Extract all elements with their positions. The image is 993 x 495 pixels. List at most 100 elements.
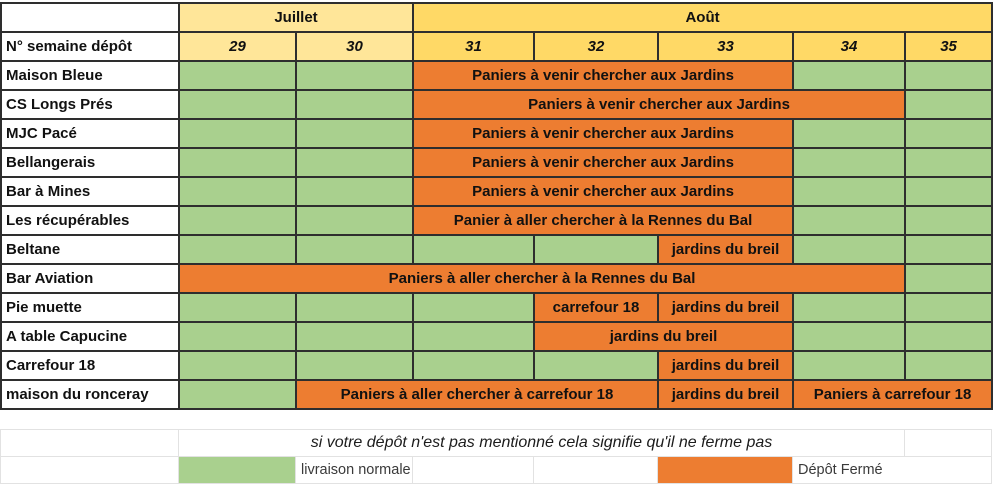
cell-open[interactable] — [294, 176, 415, 207]
month-header-juillet[interactable]: Juillet — [177, 2, 415, 33]
cell-open[interactable] — [904, 118, 993, 149]
cell-closed[interactable]: jardins du breil — [657, 292, 795, 323]
cell-closed[interactable]: Paniers à venir chercher aux Jardins — [412, 147, 795, 178]
cell-open[interactable] — [294, 118, 415, 149]
depot-label[interactable]: A table Capucine — [0, 321, 180, 352]
cell-open[interactable] — [904, 350, 993, 381]
depot-label[interactable]: Maison Bleue — [0, 60, 180, 91]
week-header-cell[interactable]: 33 — [657, 31, 795, 62]
cell-open[interactable] — [178, 60, 297, 91]
cell-open[interactable] — [792, 176, 907, 207]
cell-open[interactable] — [178, 234, 297, 265]
depot-label[interactable]: CS Longs Prés — [0, 89, 180, 120]
legend-label-closed[interactable]: Dépôt Fermé — [792, 456, 992, 484]
cell-open[interactable] — [178, 147, 297, 178]
cell-open[interactable] — [294, 205, 415, 236]
week-header-cell[interactable]: 30 — [294, 31, 415, 62]
depot-label[interactable]: Bellangerais — [0, 147, 180, 178]
cell-open[interactable] — [294, 321, 415, 352]
cell-open[interactable] — [412, 350, 536, 381]
cell-open[interactable] — [533, 234, 660, 265]
cell-closed[interactable]: Paniers à aller chercher à la Rennes du … — [177, 263, 907, 294]
empty-cell[interactable] — [1, 410, 992, 430]
cell-open[interactable] — [904, 60, 993, 91]
cell-open[interactable] — [412, 234, 536, 265]
legend-swatch-open[interactable] — [178, 456, 296, 484]
cell-closed[interactable]: Paniers à venir chercher aux Jardins — [412, 118, 795, 149]
depot-label[interactable]: Beltane — [0, 234, 180, 265]
cell-open[interactable] — [792, 60, 907, 91]
depot-label[interactable]: Bar à Mines — [0, 176, 180, 207]
legend-label-open[interactable]: livraison normale — [295, 456, 413, 484]
depot-label[interactable]: Pie muette — [0, 292, 180, 323]
cell-open[interactable] — [792, 205, 907, 236]
depot-label[interactable]: Carrefour 18 — [0, 350, 180, 381]
spacer-row — [1, 410, 992, 430]
cell-closed[interactable]: Panier à aller chercher à la Rennes du B… — [412, 205, 795, 236]
depot-label[interactable]: maison du ronceray — [0, 379, 180, 410]
cell-open[interactable] — [904, 234, 993, 265]
footer-note[interactable]: si votre dépôt n'est pas mentionné cela … — [178, 429, 905, 457]
corner-cell[interactable] — [0, 2, 180, 33]
footer-table: si votre dépôt n'est pas mentionné cela … — [0, 410, 992, 484]
cell-open[interactable] — [178, 292, 297, 323]
cell-open[interactable] — [178, 321, 297, 352]
cell-open[interactable] — [412, 321, 536, 352]
cell-open[interactable] — [178, 205, 297, 236]
cell-open[interactable] — [178, 118, 297, 149]
cell-open[interactable] — [904, 205, 993, 236]
cell-open[interactable] — [792, 118, 907, 149]
cell-closed[interactable]: Paniers à venir chercher aux Jardins — [412, 60, 795, 91]
legend-swatch-closed[interactable] — [657, 456, 793, 484]
cell-open[interactable] — [178, 89, 297, 120]
cell-open[interactable] — [294, 60, 415, 91]
cell-closed[interactable]: Paniers à aller chercher à carrefour 18 — [294, 379, 660, 410]
week-header-cell[interactable]: 34 — [792, 31, 907, 62]
week-row-label[interactable]: N° semaine dépôt — [0, 31, 180, 62]
cell-open[interactable] — [533, 350, 660, 381]
cell-closed[interactable]: jardins du breil — [657, 379, 795, 410]
empty-cell[interactable] — [533, 456, 658, 484]
cell-closed[interactable]: Paniers à venir chercher aux Jardins — [412, 89, 907, 120]
cell-open[interactable] — [294, 89, 415, 120]
week-header-cell[interactable]: 31 — [412, 31, 536, 62]
cell-open[interactable] — [178, 350, 297, 381]
depot-label[interactable]: Bar Aviation — [0, 263, 180, 294]
cell-open[interactable] — [792, 321, 907, 352]
cell-closed[interactable]: jardins du breil — [533, 321, 795, 352]
cell-closed[interactable]: carrefour 18 — [533, 292, 660, 323]
cell-open[interactable] — [294, 350, 415, 381]
cell-open[interactable] — [792, 147, 907, 178]
cell-open[interactable] — [294, 234, 415, 265]
cell-open[interactable] — [904, 147, 993, 178]
cell-open[interactable] — [904, 263, 993, 294]
legend-row: livraison normale Dépôt Fermé — [0, 456, 992, 484]
cell-open[interactable] — [904, 89, 993, 120]
cell-closed[interactable]: Paniers à carrefour 18 — [792, 379, 993, 410]
cell-open[interactable] — [792, 350, 907, 381]
week-header-cell[interactable]: 29 — [178, 31, 297, 62]
empty-cell[interactable] — [412, 456, 534, 484]
cell-open[interactable] — [904, 176, 993, 207]
cell-closed[interactable]: Paniers à venir chercher aux Jardins — [412, 176, 795, 207]
empty-cell[interactable] — [0, 456, 179, 484]
depot-row-pie-muette: Pie muette carrefour 18 jardins du breil — [0, 292, 993, 323]
month-header-aout[interactable]: Août — [412, 2, 993, 33]
cell-open[interactable] — [904, 321, 993, 352]
cell-open[interactable] — [178, 379, 297, 410]
week-header-cell[interactable]: 35 — [904, 31, 993, 62]
cell-open[interactable] — [904, 292, 993, 323]
cell-open[interactable] — [294, 292, 415, 323]
week-header-cell[interactable]: 32 — [533, 31, 660, 62]
depot-label[interactable]: Les récupérables — [0, 205, 180, 236]
empty-cell[interactable] — [0, 429, 179, 457]
empty-cell[interactable] — [904, 429, 992, 457]
cell-open[interactable] — [412, 292, 536, 323]
cell-closed[interactable]: jardins du breil — [657, 350, 795, 381]
cell-open[interactable] — [792, 292, 907, 323]
cell-open[interactable] — [178, 176, 297, 207]
cell-open[interactable] — [792, 234, 907, 265]
cell-closed[interactable]: jardins du breil — [657, 234, 795, 265]
depot-label[interactable]: MJC Pacé — [0, 118, 180, 149]
cell-open[interactable] — [294, 147, 415, 178]
